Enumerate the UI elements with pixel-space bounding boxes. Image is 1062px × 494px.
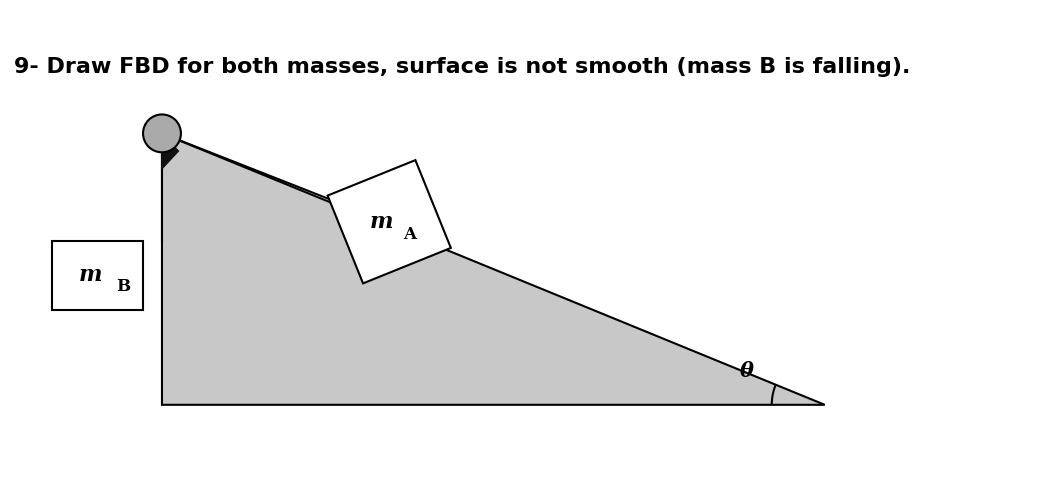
Text: m: m [79,264,102,287]
Polygon shape [327,160,451,284]
Text: θ: θ [739,361,753,381]
Text: A: A [402,226,416,243]
Bar [52,241,143,310]
Text: B: B [116,278,130,295]
Text: m: m [370,211,393,233]
Polygon shape [162,133,825,405]
Polygon shape [162,133,178,169]
Circle shape [143,115,181,152]
Text: 9- Draw FBD for both masses, surface is not smooth (mass B is falling).: 9- Draw FBD for both masses, surface is … [14,57,910,77]
